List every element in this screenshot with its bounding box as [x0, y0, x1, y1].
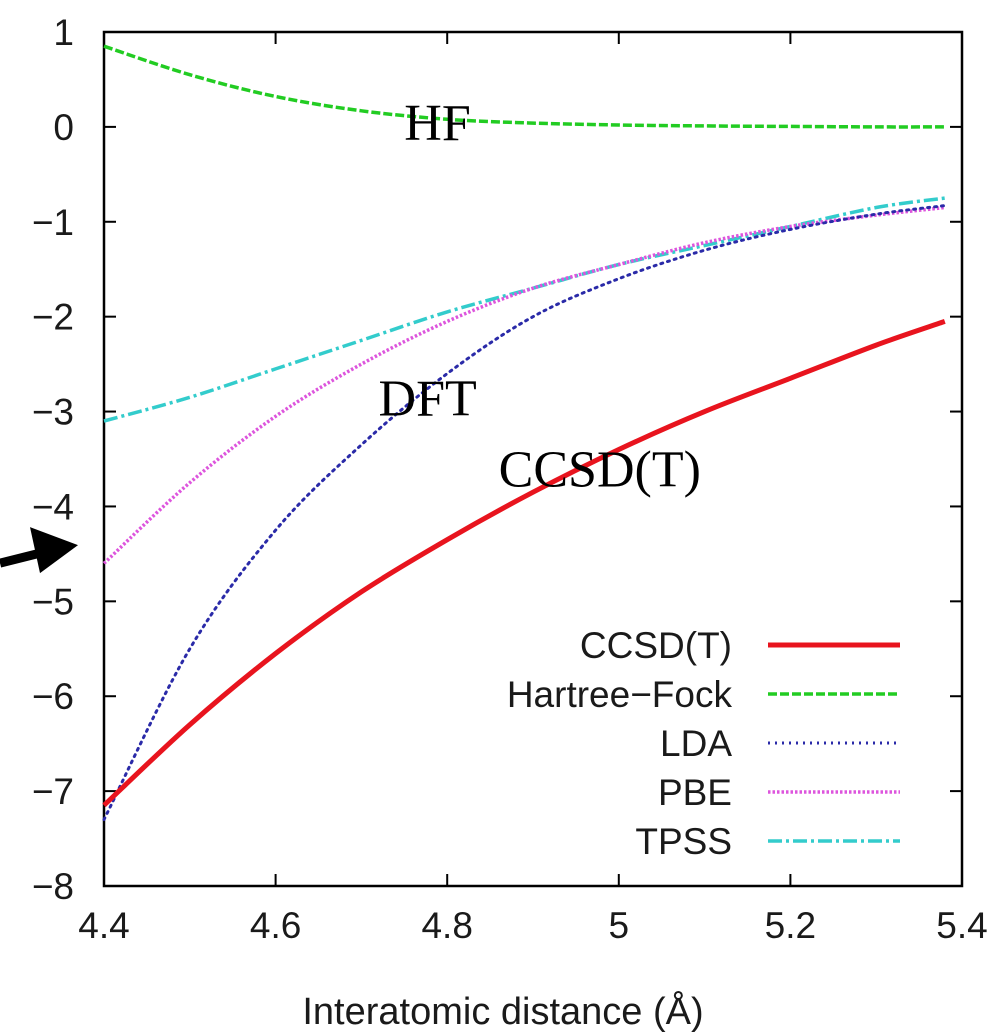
series-line-ccsd-t	[102, 319, 946, 808]
y-tick-label: −8	[32, 866, 74, 907]
y-tick-label: −1	[32, 202, 74, 243]
annotation-ccsd-t: CCSD(T)	[499, 441, 701, 498]
y-tick-label: 1	[53, 12, 74, 53]
y-tick-label: −4	[32, 486, 74, 527]
annotation-hf: HF	[404, 95, 470, 152]
x-axis-title: Interatomic distance (Å)	[302, 989, 703, 1033]
series-line-hartree-fock	[103, 44, 945, 129]
legend: CCSD(T) Hartree−Fock LDA PBE TPSS	[507, 625, 900, 862]
plot-area: 4.4 4.6 4.8 5 5.2 5.4 1 0 −1 −2 −3 −4 −5 −6 −7 −8 HF DFT…	[0, 12, 988, 946]
legend-label: PBE	[658, 772, 732, 813]
x-tick-label: 4.4	[78, 905, 129, 946]
series-line-pbe	[102, 205, 945, 565]
y-tick-label: −2	[32, 297, 74, 338]
legend-label: TPSS	[635, 821, 732, 862]
annotation-dft: DFT	[379, 370, 477, 427]
x-tick-label: 5.4	[936, 905, 987, 946]
series-layer	[102, 44, 947, 822]
axis-ticks: 4.4 4.6 4.8 5 5.2 5.4 1 0 −1 −2 −3 −4 −5 −6 −7 −8	[32, 12, 988, 946]
x-tick-label: 5.2	[765, 905, 816, 946]
y-tick-label: 0	[53, 107, 74, 148]
arrow-head	[30, 527, 78, 574]
x-tick-label: 4.6	[250, 905, 301, 946]
legend-label: CCSD(T)	[580, 625, 732, 666]
y-tick-label: −5	[32, 581, 74, 622]
y-tick-label: −7	[32, 771, 74, 812]
annotations: HF DFT CCSD(T)	[379, 95, 701, 498]
x-tick-label: 5	[609, 905, 630, 946]
series-line-lda	[102, 204, 947, 822]
pointer-arrow	[0, 527, 78, 574]
plot-frame	[102, 30, 964, 888]
y-tick-label: −3	[32, 392, 74, 433]
y-tick-label: −6	[32, 676, 74, 717]
legend-label: Hartree−Fock	[507, 674, 733, 715]
x-tick-label: 4.8	[421, 905, 472, 946]
legend-label: LDA	[660, 723, 732, 764]
series-line-tpss	[103, 196, 946, 423]
